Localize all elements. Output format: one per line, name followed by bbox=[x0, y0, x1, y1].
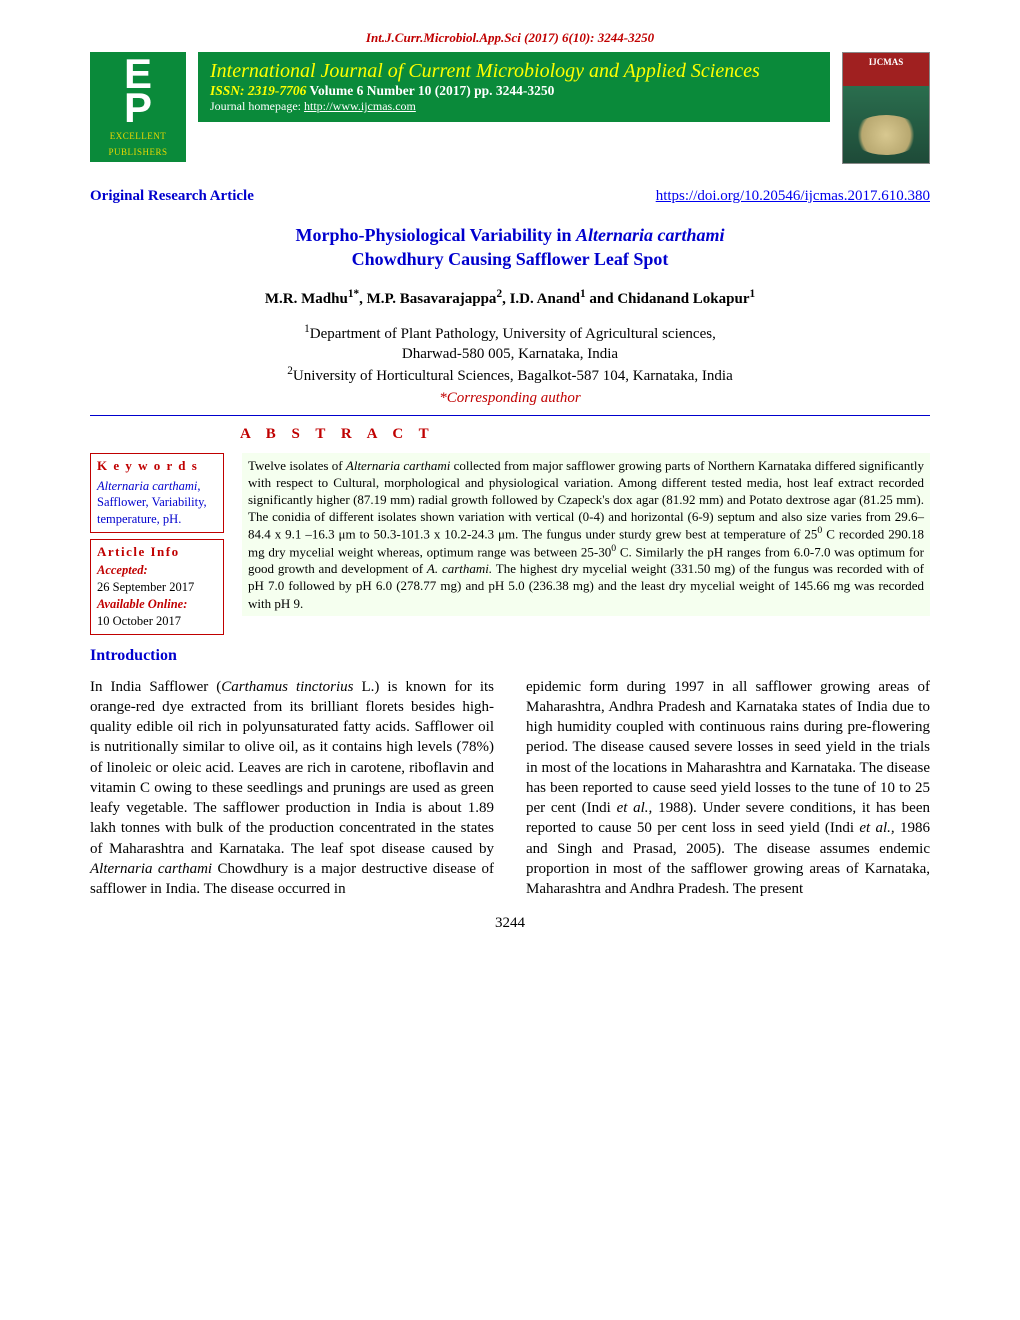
issn-label: ISSN: 2319-7706 bbox=[210, 83, 306, 98]
accepted-label: Accepted: bbox=[97, 563, 148, 577]
title-part-a: Morpho-Physiological Variability in bbox=[295, 225, 576, 245]
available-label: Available Online: bbox=[97, 597, 187, 611]
authors: M.R. Madhu1*, M.P. Basavarajappa2, I.D. … bbox=[90, 288, 930, 308]
publisher-label1: EXCELLENT bbox=[110, 131, 167, 141]
publisher-ep-bot: P bbox=[124, 91, 152, 125]
article-info-body: Accepted: 26 September 2017 Available On… bbox=[97, 562, 217, 630]
journal-cover-icon bbox=[842, 52, 930, 164]
journal-banner: International Journal of Current Microbi… bbox=[198, 52, 830, 122]
homepage-label: Journal homepage: bbox=[210, 99, 304, 113]
journal-homepage: Journal homepage: http://www.ijcmas.com bbox=[210, 99, 818, 114]
affiliations: 1Department of Plant Pathology, Universi… bbox=[90, 322, 930, 409]
aff1: 1Department of Plant Pathology, Universi… bbox=[90, 322, 930, 344]
abstract-text: Twelve isolates of Alternaria carthami c… bbox=[242, 453, 930, 616]
header-citation: Int.J.Curr.Microbiol.App.Sci (2017) 6(10… bbox=[90, 30, 930, 46]
page-number: 3244 bbox=[90, 915, 930, 932]
abstract-label: A B S T R A C T bbox=[240, 426, 930, 443]
intro-col2: epidemic form during 1997 in all safflow… bbox=[526, 677, 930, 900]
aff2: 2University of Horticultural Sciences, B… bbox=[90, 364, 930, 386]
doi: https://doi.org/10.20546/ijcmas.2017.610… bbox=[656, 188, 930, 205]
abstract-row: K e y w o r d s Alternaria carthami, Saf… bbox=[90, 453, 930, 635]
accepted-date: 26 September 2017 bbox=[97, 580, 194, 594]
paper-title: Morpho-Physiological Variability in Alte… bbox=[90, 223, 930, 272]
introduction-heading: Introduction bbox=[90, 647, 930, 665]
title-line2: Chowdhury Causing Safflower Leaf Spot bbox=[352, 249, 669, 269]
article-type: Original Research Article bbox=[90, 188, 254, 205]
article-type-row: Original Research Article https://doi.or… bbox=[90, 188, 930, 205]
doi-link[interactable]: https://doi.org/10.20546/ijcmas.2017.610… bbox=[656, 188, 930, 204]
header-row: E P EXCELLENT PUBLISHERS International J… bbox=[90, 52, 930, 164]
divider bbox=[90, 415, 930, 416]
homepage-link[interactable]: http://www.ijcmas.com bbox=[304, 99, 416, 113]
side-column: K e y w o r d s Alternaria carthami, Saf… bbox=[90, 453, 224, 635]
keywords-box: K e y w o r d s Alternaria carthami, Saf… bbox=[90, 453, 224, 534]
keywords-heading: K e y w o r d s bbox=[97, 458, 217, 474]
intro-col1: In India Safflower (Carthamus tinctorius… bbox=[90, 677, 494, 900]
aff1b: Dharwad-580 005, Karnataka, India bbox=[90, 344, 930, 364]
keywords-body: Alternaria carthami, Safflower, Variabil… bbox=[97, 478, 217, 529]
available-date: 10 October 2017 bbox=[97, 614, 181, 628]
journal-issn: ISSN: 2319-7706 Volume 6 Number 10 (2017… bbox=[210, 83, 818, 99]
title-part-italic: Alternaria carthami bbox=[576, 225, 725, 245]
publisher-label2: PUBLISHERS bbox=[108, 147, 167, 157]
article-info-heading: Article Info bbox=[97, 544, 217, 560]
publisher-logo: E P EXCELLENT PUBLISHERS bbox=[90, 52, 186, 162]
volume-info: Volume 6 Number 10 (2017) pp. 3244-3250 bbox=[306, 83, 554, 98]
corresponding-author: *Corresponding author bbox=[90, 388, 930, 408]
article-info-box: Article Info Accepted: 26 September 2017… bbox=[90, 539, 224, 635]
journal-title: International Journal of Current Microbi… bbox=[210, 60, 818, 83]
intro-columns: In India Safflower (Carthamus tinctorius… bbox=[90, 677, 930, 900]
